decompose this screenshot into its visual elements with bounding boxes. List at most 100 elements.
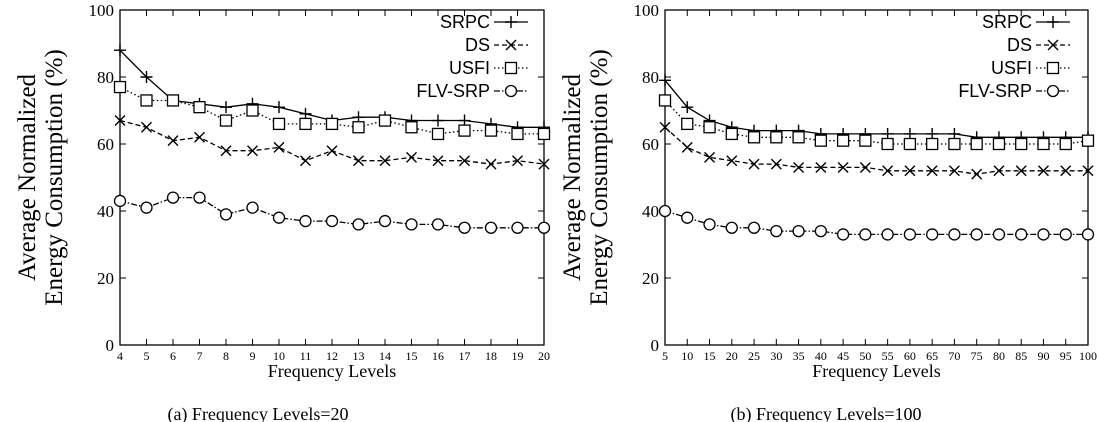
y-tick-label: 80	[642, 68, 659, 87]
data-point	[299, 117, 312, 131]
data-point	[704, 151, 716, 163]
data-point	[992, 228, 1006, 241]
data-point	[814, 134, 827, 147]
data-point	[658, 204, 672, 218]
data-point	[432, 114, 444, 127]
data-point	[726, 155, 738, 167]
data-point	[926, 137, 939, 151]
x-tick-label: 20	[538, 349, 550, 363]
data-point	[246, 104, 259, 117]
data-point	[113, 194, 127, 208]
series-ds	[659, 121, 1094, 180]
x-tick-label: 70	[948, 349, 960, 363]
data-point	[273, 141, 285, 153]
y-tick-label: 20	[642, 269, 659, 288]
series-line	[664, 126, 1088, 175]
x-tick-label: 12	[326, 349, 338, 363]
x-tick-label: 25	[748, 349, 760, 363]
y-tick-label: 40	[642, 202, 659, 221]
legend-label: DS	[1007, 35, 1032, 55]
legend-label: USFI	[449, 58, 490, 78]
data-point	[770, 224, 783, 238]
data-point	[432, 155, 444, 167]
x-tick-label: 13	[353, 349, 365, 363]
data-point	[379, 155, 391, 167]
data-point	[537, 221, 551, 234]
y-tick-label: 60	[97, 135, 114, 154]
data-point	[220, 101, 232, 114]
data-point	[1015, 165, 1027, 177]
data-point	[194, 131, 205, 143]
series-ds	[114, 115, 550, 170]
data-point	[903, 137, 917, 151]
data-point	[1015, 137, 1028, 151]
x-tick-label: 20	[726, 349, 738, 363]
data-point	[405, 218, 418, 231]
x-tick-label: 95	[1060, 349, 1072, 363]
data-point	[836, 228, 850, 241]
y-tick-label: 40	[97, 202, 114, 221]
legend-label: SRPC	[440, 12, 490, 32]
x-tick-label: 10	[273, 349, 285, 363]
data-point	[484, 124, 498, 137]
data-point	[1060, 165, 1072, 177]
x-tick-label: 35	[793, 349, 805, 363]
data-point	[903, 228, 917, 241]
data-point	[220, 145, 232, 157]
data-point	[859, 161, 871, 173]
legend-label: FLV-SRP	[416, 81, 490, 101]
data-point	[1037, 137, 1050, 151]
data-point	[378, 114, 392, 127]
x-tick-label: 90	[1037, 349, 1049, 363]
data-point	[353, 155, 364, 167]
data-point	[681, 211, 694, 224]
legend-item: FLV-SRP	[416, 81, 528, 101]
legend-label: USFI	[991, 58, 1032, 78]
series-usfi	[658, 94, 1095, 151]
data-point	[113, 80, 127, 94]
data-point	[193, 191, 206, 204]
data-point	[247, 145, 258, 157]
x-tick-label: 11	[300, 349, 312, 363]
legend-marker	[504, 84, 518, 98]
y-tick-label: 80	[97, 68, 114, 87]
data-point	[246, 201, 259, 214]
data-point	[166, 191, 180, 204]
data-point	[511, 221, 524, 234]
x-tick-label: 85	[1015, 349, 1027, 363]
data-point	[1082, 165, 1094, 177]
legend-marker	[505, 16, 517, 28]
data-point	[681, 141, 693, 153]
data-point	[378, 214, 392, 228]
data-point	[193, 101, 206, 114]
figure-caption: (a) Frequency Levels=20	[167, 404, 348, 422]
data-point	[114, 44, 126, 57]
y-tick-label: 0	[651, 336, 660, 355]
data-point	[926, 165, 938, 177]
legend-item: FLV-SRP	[958, 81, 1070, 101]
data-point	[458, 124, 471, 137]
data-point	[970, 228, 983, 241]
legend-label: SRPC	[982, 12, 1032, 32]
data-point	[352, 121, 365, 134]
x-tick-label: 6	[170, 349, 176, 363]
data-point	[406, 151, 417, 163]
data-point	[859, 228, 872, 241]
x-tick-label: 100	[1079, 349, 1097, 363]
x-tick-label: 9	[250, 349, 256, 363]
data-point	[948, 165, 960, 177]
y-axis-title: Average Normalized	[559, 73, 586, 281]
data-point	[926, 228, 939, 241]
x-tick-label: 16	[432, 349, 444, 363]
x-tick-label: 65	[926, 349, 938, 363]
data-point	[837, 161, 849, 173]
data-point	[1081, 134, 1095, 147]
legend-item: USFI	[991, 58, 1070, 78]
x-tick-label: 5	[144, 349, 150, 363]
x-tick-label: 50	[859, 349, 871, 363]
data-point	[219, 208, 233, 221]
y-axis-title: Energy Consumption (%)	[41, 49, 68, 305]
legend-item: SRPC	[982, 12, 1070, 32]
data-point	[659, 74, 671, 87]
